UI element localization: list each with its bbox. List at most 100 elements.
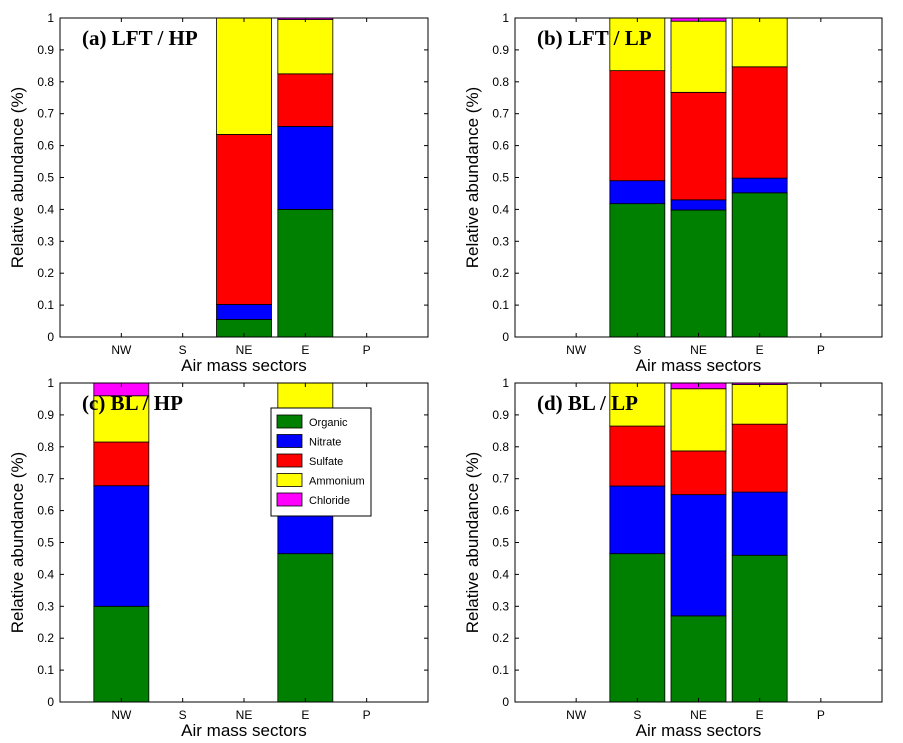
- bar-segment-ammonium-ne: [216, 17, 272, 135]
- y-tick-label: 0.1: [37, 298, 54, 312]
- x-tick-label: NW: [111, 343, 132, 357]
- y-axis-label: Relative abundance (%): [8, 452, 27, 633]
- bar-segment-nitrate-e: [731, 491, 788, 556]
- y-tick-label: 0.4: [37, 202, 54, 216]
- legend-label-sulfate: Sulfate: [309, 456, 343, 468]
- legend-swatch-organic: [276, 414, 303, 429]
- y-tick-label: 1: [47, 11, 54, 25]
- y-tick-label: 0.8: [492, 440, 509, 454]
- bar-segment-sulfate-ne: [670, 450, 727, 496]
- bar-segment-organic-e: [731, 554, 788, 703]
- panel-title: (b) LFT / LP: [537, 26, 652, 50]
- bar-segment-ammonium-ne: [670, 20, 727, 93]
- bar-segment-sulfate-ne: [216, 134, 272, 305]
- legend: Organic Nitrate Sulfate Ammonium Chloride: [270, 407, 372, 517]
- y-tick-label: 0.3: [37, 599, 54, 613]
- x-tick-label: P: [363, 708, 371, 722]
- x-axis-label: Air mass sectors: [636, 356, 762, 375]
- x-tick-label: NW: [566, 343, 587, 357]
- bar-segment-nitrate-s: [609, 180, 666, 205]
- bar-segment-organic-s: [609, 203, 666, 338]
- y-tick-label: 0.7: [37, 107, 54, 121]
- y-tick-label: 0.1: [37, 663, 54, 677]
- x-tick-label: P: [363, 343, 371, 357]
- x-axis-label: Air mass sectors: [636, 721, 762, 738]
- y-tick-label: 0.7: [492, 472, 509, 486]
- y-tick-label: 0.2: [492, 266, 509, 280]
- y-tick-label: 0.6: [492, 139, 509, 153]
- y-tick-label: 0.8: [37, 75, 54, 89]
- bar-segment-organic-e: [277, 208, 334, 338]
- legend-label-organic: Organic: [309, 417, 348, 429]
- bar-segment-organic-s: [609, 553, 666, 703]
- y-tick-label: 0.5: [37, 536, 54, 550]
- x-tick-label: E: [756, 708, 764, 722]
- y-axis-label: Relative abundance (%): [463, 87, 482, 268]
- bar-segment-ammonium-s: [609, 17, 666, 72]
- panel-title: (d) BL / LP: [537, 391, 638, 415]
- bar-segment-ammonium-e: [731, 17, 788, 68]
- legend-label-nitrate: Nitrate: [309, 437, 341, 449]
- y-tick-label: 0.8: [492, 75, 509, 89]
- legend-label-ammonium: Ammonium: [309, 476, 365, 488]
- y-tick-label: 0.7: [37, 472, 54, 486]
- legend-label-chloride: Chloride: [309, 495, 350, 507]
- y-tick-label: 0.3: [492, 599, 509, 613]
- bar-segment-organic-ne: [670, 615, 727, 703]
- bar-segment-ammonium-s: [609, 382, 666, 427]
- y-tick-label: 0: [502, 330, 509, 344]
- x-tick-label: NW: [566, 708, 587, 722]
- y-axis-label: Relative abundance (%): [8, 87, 27, 268]
- bar-segment-nitrate-e: [277, 126, 334, 210]
- bar-segment-sulfate-e: [731, 66, 788, 179]
- bar-segment-ammonium-e: [731, 384, 788, 425]
- y-tick-label: 0: [47, 330, 54, 344]
- y-tick-label: 0.9: [492, 43, 509, 57]
- x-tick-label: S: [633, 343, 641, 357]
- y-tick-label: 0.6: [37, 504, 54, 518]
- x-axis-label: Air mass sectors: [181, 356, 307, 375]
- panel-title: (a) LFT / HP: [82, 26, 198, 50]
- y-tick-label: 0.6: [37, 139, 54, 153]
- y-tick-label: 0.4: [492, 567, 509, 581]
- bar-segment-nitrate-s: [609, 485, 666, 555]
- y-tick-label: 0.7: [492, 107, 509, 121]
- bar-segment-organic-nw: [93, 605, 150, 703]
- y-tick-label: 0.6: [492, 504, 509, 518]
- x-tick-label: S: [179, 343, 187, 357]
- bar-segment-sulfate-s: [609, 425, 666, 487]
- x-tick-label: E: [756, 343, 764, 357]
- bar-segment-organic-e: [277, 553, 334, 703]
- y-tick-label: 1: [502, 11, 509, 25]
- panel-3: 0 0.1 0.2 0.3 0.4 0.5 0.6 0.7 0.8 0.9 1 NW S NE E P Air …: [8, 376, 429, 740]
- y-tick-label: 0.2: [492, 631, 509, 645]
- y-tick-label: 0.8: [37, 440, 54, 454]
- bar-segment-sulfate-ne: [670, 91, 727, 201]
- x-tick-label: NE: [236, 343, 253, 357]
- y-tick-label: 0.5: [492, 171, 509, 185]
- panel-title: (c) BL / HP: [82, 391, 183, 415]
- y-tick-label: 1: [47, 376, 54, 390]
- legend-swatch-chloride: [276, 492, 303, 507]
- bar-segment-nitrate-e: [731, 177, 788, 194]
- bar-segment-sulfate-e: [277, 73, 334, 127]
- legend-swatch-nitrate: [276, 434, 303, 448]
- y-tick-label: 0.9: [37, 408, 54, 422]
- y-tick-label: 0.4: [37, 567, 54, 581]
- x-tick-label: E: [301, 708, 309, 722]
- y-axis-label: Relative abundance (%): [463, 452, 482, 633]
- bar-segment-sulfate-s: [609, 70, 666, 182]
- y-tick-label: 0: [47, 695, 54, 709]
- bar-segment-sulfate-e: [731, 423, 788, 493]
- x-tick-label: NE: [690, 343, 707, 357]
- bar-segment-nitrate-ne: [216, 304, 272, 320]
- x-tick-label: NE: [690, 708, 707, 722]
- bar-segment-ammonium-nw: [93, 395, 150, 443]
- y-tick-label: 0.5: [492, 536, 509, 550]
- y-tick-label: 0.1: [492, 663, 509, 677]
- x-tick-label: S: [633, 708, 641, 722]
- y-tick-label: 0.2: [37, 266, 54, 280]
- legend-swatch-sulfate: [276, 453, 303, 468]
